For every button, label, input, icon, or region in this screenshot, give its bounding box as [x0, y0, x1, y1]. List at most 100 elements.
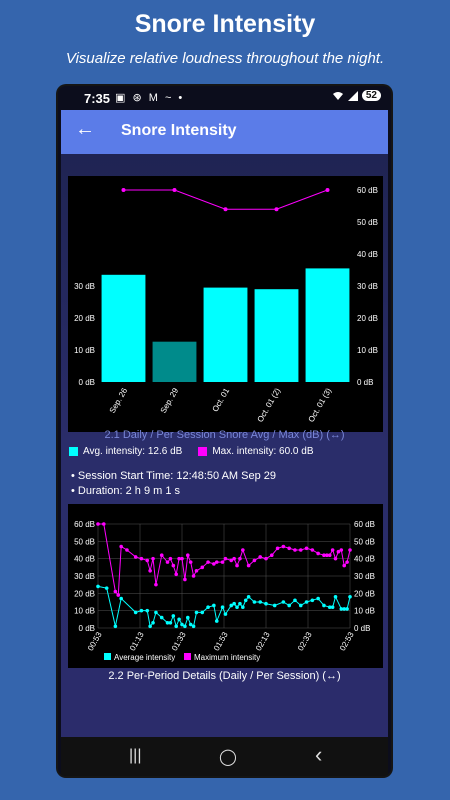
bar-3 — [254, 289, 299, 382]
y-tick-right: 30 dB — [357, 282, 378, 291]
series-1-point — [159, 553, 164, 557]
series-0-point — [293, 598, 297, 603]
series-0-point — [133, 610, 138, 615]
series-0-point — [281, 600, 286, 604]
series-0-point — [206, 605, 210, 609]
series-1-point — [333, 556, 338, 561]
home-button[interactable]: ◯ — [219, 749, 237, 766]
series-1-point — [316, 551, 320, 556]
series-1-point — [238, 556, 242, 561]
series-0-point — [330, 605, 335, 609]
series-1-point — [180, 556, 184, 561]
bar-4 — [305, 268, 350, 382]
series-1-point — [281, 544, 286, 549]
system-nav-bar: ||| ◯ ‹ — [61, 737, 388, 776]
x-tick: Sep. 26 — [108, 386, 130, 415]
series-0-point — [246, 595, 251, 599]
series-1-point — [96, 522, 100, 526]
series-0-point — [191, 624, 196, 629]
recents-button[interactable]: ||| — [129, 747, 142, 764]
bar-2 — [203, 287, 248, 382]
status-bar: 7:35 ▣ ⊛ M ~ • 52 — [58, 86, 391, 110]
legend-max: Max. intensity: 60.0 dB — [198, 446, 314, 457]
series-0-point — [310, 598, 315, 603]
series-1-point — [165, 560, 170, 564]
signal-icon — [347, 90, 358, 101]
max-point-1 — [172, 188, 177, 192]
series-1-point — [148, 569, 152, 573]
series-1-point — [113, 589, 118, 594]
series-1-point — [241, 548, 245, 552]
series-1-point — [139, 556, 144, 561]
y-tick-right: 30 dB — [354, 572, 375, 581]
period-line-chart[interactable]: 0 dB 0 dB 10 dB 10 dB 20 dB 20 dB 30 dB 30 dB 40… — [68, 504, 383, 668]
series-1-point — [246, 563, 251, 568]
series-0-point — [177, 617, 181, 622]
series-0-point — [96, 584, 100, 589]
series-1-point — [275, 546, 280, 551]
bar-0 — [101, 274, 146, 382]
page-title: Snore Intensity — [121, 122, 237, 139]
back-nav-button[interactable]: ‹ — [315, 742, 323, 767]
series-1-point — [145, 558, 150, 563]
x-tick: Oct. 01 (3) — [307, 386, 334, 424]
series-1-point — [325, 553, 329, 557]
series-0-point — [151, 621, 155, 625]
period-line-chart-svg: 0 dB 0 dB 10 dB 10 dB 20 dB 20 dB 30 dB 30 dB 40… — [74, 520, 375, 662]
arrow-left-icon[interactable]: ← — [75, 118, 95, 140]
series-0-point — [185, 615, 190, 620]
max-line — [123, 189, 328, 210]
series-0-point — [345, 607, 349, 611]
y-tick-left: 30 dB — [74, 572, 95, 581]
series-1-point — [220, 560, 225, 564]
x-tick: Oct. 01 — [211, 386, 232, 413]
bar-1 — [152, 341, 197, 382]
x-tick: 02:13 — [254, 630, 272, 652]
series-0-point — [327, 605, 332, 609]
series-0-point — [342, 607, 347, 611]
phone-screen: 7:35 ▣ ⊛ M ~ • 52 ← Snore Intensity 0 dB… — [58, 86, 391, 776]
series-1-point — [101, 522, 106, 526]
series-0-point — [232, 601, 236, 606]
series-0-point — [148, 624, 152, 629]
series-1-point — [342, 563, 347, 568]
series-0-point — [241, 605, 245, 609]
series-0-point — [223, 612, 228, 616]
chart1-caption[interactable]: 2.1 Daily / Per Session Snore Avg / Max … — [104, 429, 345, 441]
session-start: • Session Start Time: 12:48:50 AM Sep 29 — [71, 470, 277, 482]
y-tick-left: 10 dB — [74, 607, 95, 616]
series-1-point — [258, 555, 263, 559]
series-1-point — [188, 560, 193, 564]
y-tick-left: 20 dB — [74, 589, 95, 598]
series-1-point — [206, 560, 210, 564]
series-0-point — [174, 624, 179, 629]
y-tick-right: 10 dB — [354, 607, 375, 616]
legend-max-swatch — [198, 447, 208, 456]
max-point-2 — [223, 207, 228, 212]
series-0-point — [333, 595, 338, 599]
series-1-point — [212, 562, 216, 566]
series-0-point — [188, 622, 193, 627]
session-bar-chart[interactable]: 0 dB 10 dB 20 dB 30 dB 0 dB 10 dB 20 dB 30 dB 40… — [68, 176, 383, 432]
x-tick: 01:13 — [128, 630, 146, 652]
series-1-point — [310, 548, 315, 552]
legend-avg-label: Avg. intensity: 12.6 dB — [83, 446, 183, 457]
series-0-point — [264, 601, 268, 606]
legend-max-label: Max. intensity: 60.0 dB — [212, 446, 314, 457]
y-tick-right: 10 dB — [357, 346, 378, 355]
chart2-caption[interactable]: 2.2 Per-Period Details (Daily / Per Sess… — [108, 670, 341, 682]
series-1-point — [336, 549, 341, 554]
y-tick-right: 40 dB — [354, 555, 375, 564]
series-1-point — [119, 544, 123, 549]
max-point-3 — [274, 207, 279, 212]
series-1-point — [168, 556, 173, 561]
series-1-point — [133, 555, 138, 559]
series-0-point — [154, 610, 158, 615]
series-0-point — [238, 601, 242, 606]
series-1-point — [200, 565, 205, 570]
y-tick-right: 20 dB — [354, 589, 375, 598]
series-0-point — [304, 600, 309, 604]
series-1-point — [327, 553, 332, 557]
series-1-point — [154, 582, 158, 587]
wifi-icon — [332, 91, 343, 100]
